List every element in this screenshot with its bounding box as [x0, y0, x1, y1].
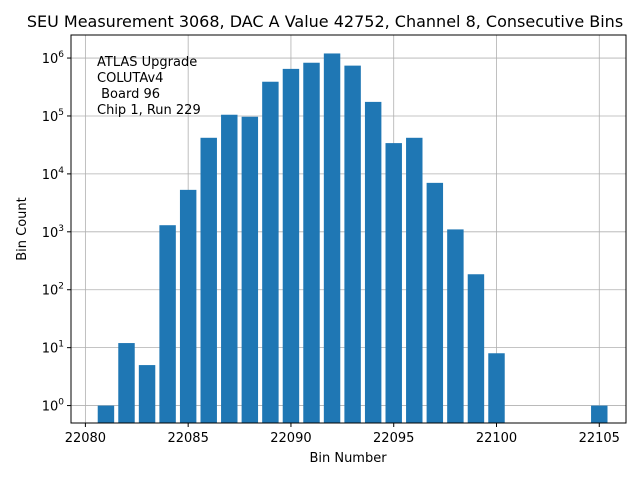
- bar: [97, 405, 115, 423]
- x-tick-label: 22080: [65, 431, 106, 446]
- bar: [241, 116, 259, 424]
- y-tick-label: 102: [42, 282, 64, 299]
- y-tick-label: 105: [42, 108, 64, 125]
- annotation-line: Board 96: [97, 87, 160, 102]
- bar: [323, 53, 341, 423]
- y-tick-label: 103: [42, 224, 64, 241]
- bar: [118, 343, 135, 423]
- bar: [488, 353, 505, 423]
- bar: [179, 189, 197, 423]
- bar: [344, 65, 361, 424]
- annotation-line: ATLAS Upgrade: [97, 55, 197, 70]
- annotation-line: COLUTAv4: [97, 71, 163, 86]
- x-tick-label: 22100: [476, 431, 517, 446]
- y-tick-label: 106: [42, 50, 65, 67]
- bars: [97, 53, 608, 424]
- axis-ticks: 22080 22085 22090 22095 22100 22105 100 101 102 1…: [42, 50, 620, 446]
- x-axis-label: Bin Number: [309, 451, 387, 466]
- y-tick-label: 104: [42, 166, 65, 183]
- bar: [467, 274, 485, 423]
- bar: [447, 229, 464, 423]
- x-tick-label: 22095: [373, 431, 414, 446]
- bar: [385, 143, 402, 423]
- y-tick-label: 100: [42, 398, 65, 415]
- bar: [426, 182, 444, 423]
- chart-title: SEU Measurement 3068, DAC A Value 42752,…: [27, 12, 623, 31]
- bar: [303, 62, 320, 423]
- bar: [221, 114, 238, 423]
- bar: [138, 365, 156, 423]
- bar: [282, 68, 300, 423]
- bar: [406, 137, 423, 423]
- y-tick-label: 101: [42, 340, 64, 357]
- bar: [591, 405, 608, 423]
- x-tick-label: 22085: [167, 431, 208, 446]
- bar: [159, 225, 176, 423]
- bar: [364, 101, 382, 423]
- plot-frame: [70, 34, 627, 424]
- bar: [200, 137, 217, 423]
- x-tick-label: 22105: [579, 431, 620, 446]
- y-axis-label: Bin Count: [15, 197, 30, 261]
- x-tick-label: 22090: [270, 431, 311, 446]
- annotation-line: Chip 1, Run 229: [97, 103, 201, 118]
- bar: [262, 81, 279, 423]
